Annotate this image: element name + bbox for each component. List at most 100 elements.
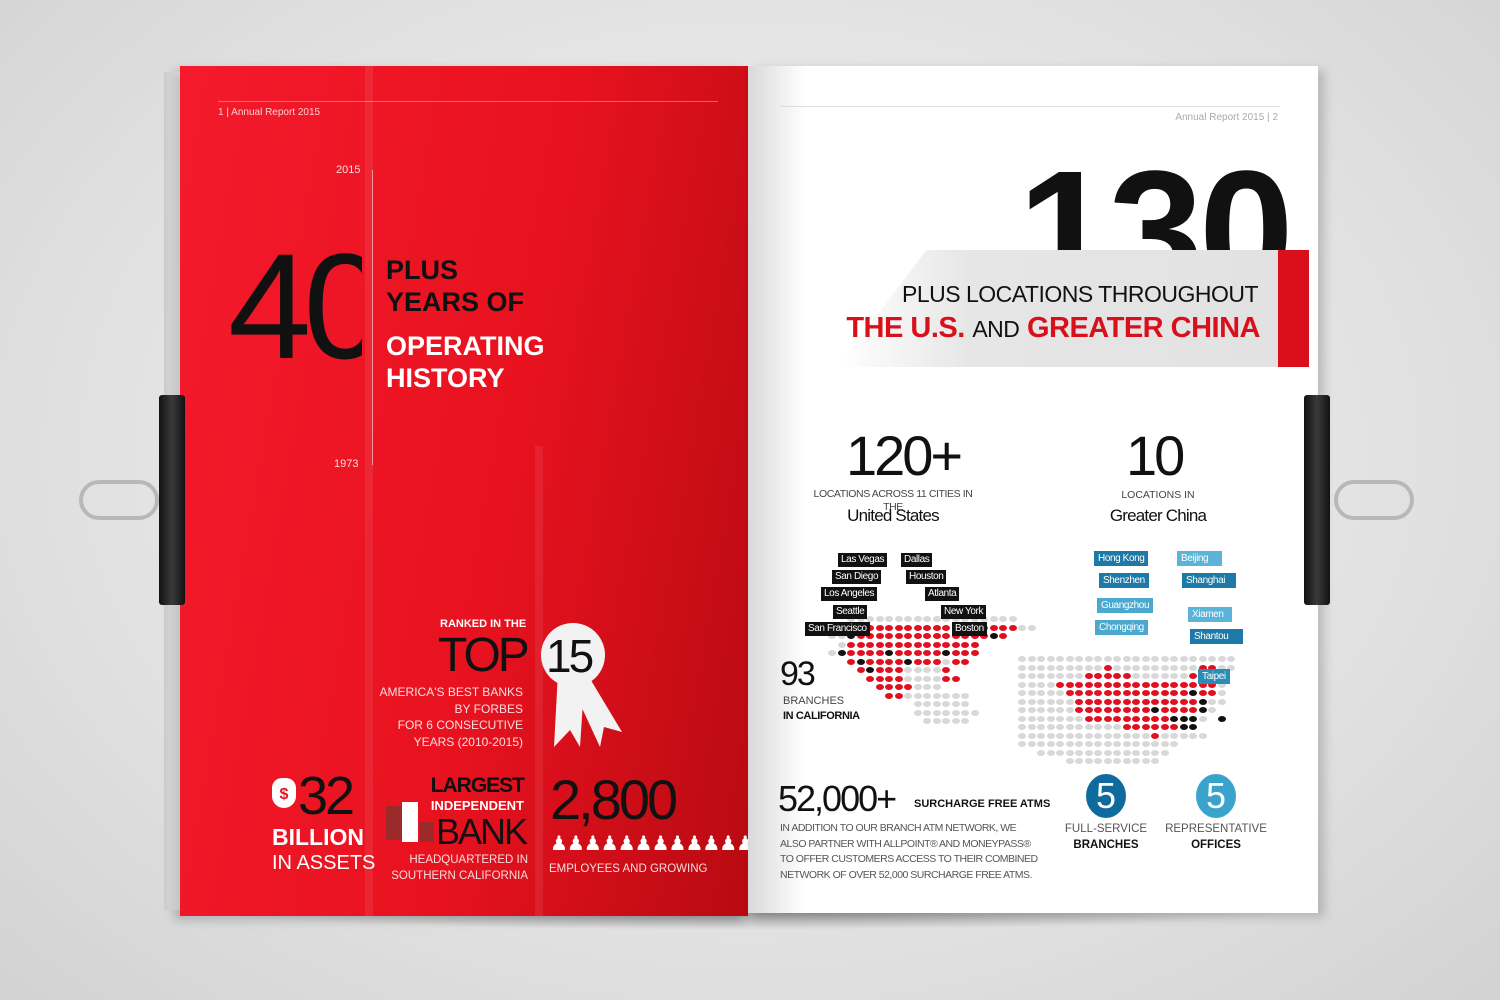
map-dot (932, 684, 941, 690)
map-dot (932, 718, 941, 724)
map-dot (856, 650, 865, 656)
left-page: 1 | Annual Report 2015 2015 1973 40 PLUS… (180, 66, 754, 916)
map-dot (1141, 749, 1150, 756)
map-dot (1046, 690, 1055, 696)
map-dot (1198, 698, 1207, 705)
map-dot (904, 650, 912, 656)
map-dot (1113, 715, 1121, 722)
map-dot (904, 633, 912, 639)
china-text: GREATER CHINA (1026, 312, 1261, 344)
atm-line: ALSO PARTNER WITH ALLPOINT® AND MONEYPAS… (780, 837, 1031, 850)
map-dot (932, 675, 941, 682)
china-caption: LOCATIONS IN (1121, 489, 1195, 501)
map-dot (1103, 707, 1112, 713)
map-dot (913, 709, 922, 716)
map-dot (1094, 690, 1102, 696)
map-dot (1217, 715, 1226, 722)
map-dot (1084, 656, 1093, 662)
buildings-icon (402, 802, 418, 842)
map-dot (942, 692, 950, 699)
map-dot (1037, 698, 1045, 705)
map-dot (923, 684, 931, 690)
map-dot (1141, 758, 1150, 764)
map-dot (1075, 664, 1083, 671)
map-dot (1170, 690, 1178, 696)
decor-stripe (365, 66, 373, 916)
map-dot (1132, 673, 1140, 679)
years-text-white: OPERATING HISTORY (386, 330, 545, 394)
map-dot (856, 616, 865, 622)
header-rule (218, 101, 718, 102)
assets-line1: BILLION (272, 824, 364, 850)
map-dot (1103, 732, 1112, 739)
map-dot (1075, 681, 1083, 688)
bank-line3: BANK (435, 811, 528, 852)
map-dot (1094, 749, 1102, 756)
map-dot (951, 675, 960, 682)
map-dot (1141, 656, 1150, 662)
map-dot (1075, 741, 1083, 747)
and-text: AND (972, 316, 1020, 342)
map-dot (1151, 758, 1159, 764)
map-dot (1122, 681, 1131, 688)
map-dot (1122, 698, 1131, 705)
map-dot (913, 684, 922, 690)
map-dot (1122, 715, 1131, 722)
map-dot (932, 616, 941, 622)
map-dot (1037, 741, 1045, 747)
map-dot (1084, 673, 1093, 679)
map-dot (1151, 656, 1159, 662)
map-dot (1122, 673, 1131, 679)
map-dot (1160, 698, 1169, 705)
map-dot (1075, 732, 1083, 739)
map-dot (1056, 732, 1064, 739)
buildings-icon (386, 806, 402, 840)
map-dot (1065, 681, 1074, 688)
map-dot (1027, 664, 1036, 671)
map-dot (1151, 690, 1159, 696)
map-dot (904, 684, 912, 690)
map-dot (942, 667, 950, 673)
map-dot (837, 633, 846, 639)
map-dot (1027, 673, 1036, 679)
map-dot (828, 650, 836, 656)
map-dot (1217, 681, 1226, 688)
map-dot (1160, 741, 1169, 747)
map-dot (1046, 656, 1055, 662)
map-dot (894, 675, 903, 682)
map-dot (951, 633, 960, 639)
map-dot (1084, 690, 1093, 696)
map-dot (894, 658, 903, 665)
map-dot (856, 658, 865, 665)
map-dot (894, 692, 903, 699)
map-dot (951, 616, 960, 622)
map-dot (1179, 715, 1188, 722)
map-dot (1037, 690, 1045, 696)
map-dot (1065, 749, 1074, 756)
ribbon-icon (541, 623, 622, 747)
map-dot (1065, 724, 1074, 730)
map-dot (866, 667, 874, 673)
map-dot (1037, 681, 1045, 688)
map-dot (1189, 715, 1197, 722)
map-dot (951, 701, 960, 707)
map-dot (1056, 698, 1064, 705)
map-dot (942, 658, 950, 665)
map-dot (1122, 749, 1131, 756)
us-text: THE U.S. (846, 312, 965, 344)
map-dot (1065, 690, 1074, 696)
map-dot (875, 650, 884, 656)
city-label: Xiamen (1188, 607, 1232, 622)
map-dot (1179, 664, 1188, 671)
map-dot (989, 633, 998, 639)
map-dot (1198, 715, 1207, 722)
city-label: Los Angeles (821, 587, 878, 601)
map-dot (1056, 681, 1064, 688)
map-dot (904, 641, 912, 648)
map-dot (1094, 732, 1102, 739)
china-region: Greater China (1109, 506, 1207, 525)
map-dot (1141, 690, 1150, 696)
map-dot (999, 633, 1007, 639)
map-dot (875, 641, 884, 648)
map-dot (1046, 724, 1055, 730)
